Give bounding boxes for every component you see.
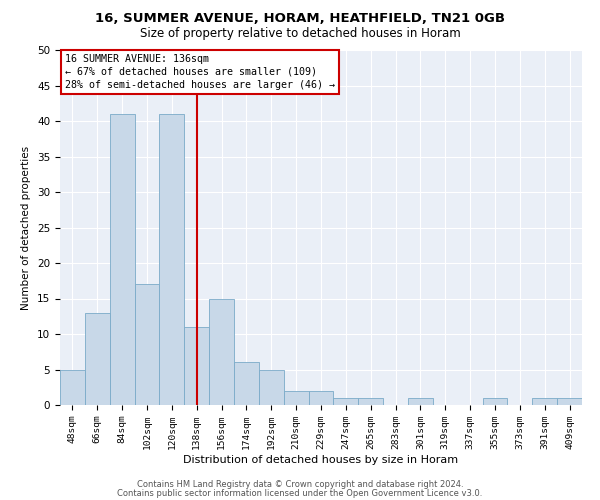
Bar [209, 298, 234, 405]
Bar [184, 327, 209, 405]
Bar [85, 312, 110, 405]
Bar [408, 398, 433, 405]
Bar [110, 114, 134, 405]
Text: Contains public sector information licensed under the Open Government Licence v3: Contains public sector information licen… [118, 490, 482, 498]
Bar [557, 398, 582, 405]
Text: 16 SUMMER AVENUE: 136sqm
← 67% of detached houses are smaller (109)
28% of semi-: 16 SUMMER AVENUE: 136sqm ← 67% of detach… [65, 54, 335, 90]
Text: 16, SUMMER AVENUE, HORAM, HEATHFIELD, TN21 0GB: 16, SUMMER AVENUE, HORAM, HEATHFIELD, TN… [95, 12, 505, 26]
Bar [334, 398, 358, 405]
Text: Contains HM Land Registry data © Crown copyright and database right 2024.: Contains HM Land Registry data © Crown c… [137, 480, 463, 489]
Bar [358, 398, 383, 405]
Bar [134, 284, 160, 405]
Bar [532, 398, 557, 405]
X-axis label: Distribution of detached houses by size in Horam: Distribution of detached houses by size … [184, 455, 458, 465]
Bar [259, 370, 284, 405]
Y-axis label: Number of detached properties: Number of detached properties [22, 146, 31, 310]
Bar [234, 362, 259, 405]
Bar [284, 391, 308, 405]
Bar [160, 114, 184, 405]
Bar [482, 398, 508, 405]
Text: Size of property relative to detached houses in Horam: Size of property relative to detached ho… [140, 28, 460, 40]
Bar [308, 391, 334, 405]
Bar [60, 370, 85, 405]
